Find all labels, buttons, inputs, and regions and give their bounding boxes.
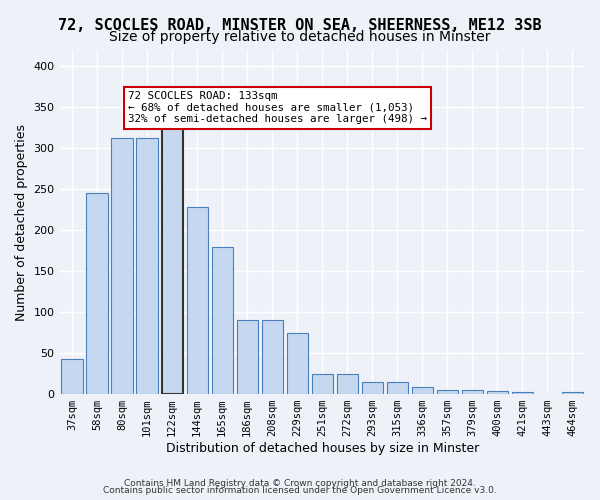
Bar: [187, 208, 208, 394]
Bar: [462, 390, 483, 394]
Bar: [362, 382, 383, 394]
Bar: [512, 392, 533, 394]
X-axis label: Distribution of detached houses by size in Minster: Distribution of detached houses by size …: [166, 442, 479, 455]
Bar: [136, 138, 158, 394]
Bar: [287, 334, 308, 394]
Text: 72, SCOCLES ROAD, MINSTER ON SEA, SHEERNESS, ME12 3SB: 72, SCOCLES ROAD, MINSTER ON SEA, SHEERN…: [58, 18, 542, 32]
Bar: [311, 374, 333, 394]
Bar: [236, 320, 258, 394]
Bar: [112, 138, 133, 394]
Y-axis label: Number of detached properties: Number of detached properties: [15, 124, 28, 320]
Bar: [61, 359, 83, 394]
Text: Size of property relative to detached houses in Minster: Size of property relative to detached ho…: [109, 30, 491, 44]
Bar: [212, 246, 233, 394]
Bar: [487, 391, 508, 394]
Bar: [562, 392, 583, 394]
Bar: [86, 192, 108, 394]
Text: Contains HM Land Registry data © Crown copyright and database right 2024.: Contains HM Land Registry data © Crown c…: [124, 478, 476, 488]
Text: Contains public sector information licensed under the Open Government Licence v3: Contains public sector information licen…: [103, 486, 497, 495]
Bar: [262, 320, 283, 394]
Bar: [437, 390, 458, 394]
Bar: [161, 120, 183, 394]
Bar: [387, 382, 408, 394]
Bar: [412, 386, 433, 394]
Bar: [337, 374, 358, 394]
Text: 72 SCOCLES ROAD: 133sqm
← 68% of detached houses are smaller (1,053)
32% of semi: 72 SCOCLES ROAD: 133sqm ← 68% of detache…: [128, 92, 427, 124]
